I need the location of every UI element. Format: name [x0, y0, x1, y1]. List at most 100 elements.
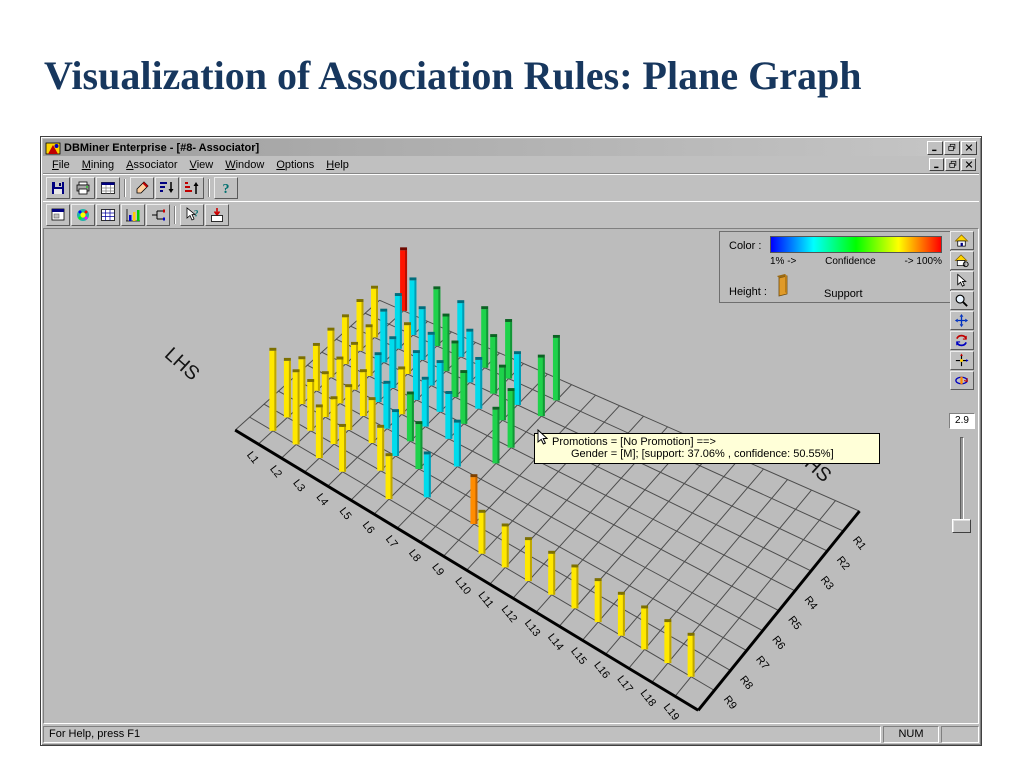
bar[interactable] — [415, 421, 423, 469]
bar[interactable] — [481, 306, 489, 368]
home-button[interactable] — [950, 231, 974, 250]
bar[interactable] — [380, 308, 388, 363]
bar[interactable] — [356, 299, 364, 351]
bar[interactable] — [492, 406, 500, 464]
bar[interactable] — [368, 397, 376, 444]
help-button[interactable]: ? — [214, 177, 238, 199]
grid-button[interactable] — [96, 204, 120, 226]
sort-desc-button[interactable] — [180, 177, 204, 199]
rotate-button[interactable] — [950, 331, 974, 350]
bar[interactable] — [339, 423, 347, 472]
bar[interactable] — [374, 352, 382, 403]
bar[interactable] — [490, 334, 498, 394]
bar[interactable] — [507, 388, 515, 448]
bar[interactable] — [392, 409, 400, 457]
print-button[interactable] — [71, 177, 95, 199]
bar[interactable] — [412, 350, 420, 400]
bar[interactable] — [423, 451, 431, 498]
bar[interactable] — [359, 369, 367, 417]
bar[interactable] — [341, 314, 349, 365]
bar[interactable] — [505, 319, 513, 379]
bar[interactable] — [403, 322, 411, 374]
bar[interactable] — [427, 331, 435, 386]
bar[interactable] — [418, 306, 426, 360]
bar[interactable] — [501, 523, 509, 568]
menu-options[interactable]: Options — [276, 158, 315, 171]
bar[interactable] — [283, 357, 291, 418]
bar[interactable] — [312, 342, 320, 391]
bar[interactable] — [460, 370, 468, 424]
bar[interactable] — [451, 340, 459, 398]
bar[interactable] — [400, 247, 408, 311]
bar[interactable] — [513, 351, 521, 405]
select-button[interactable] — [950, 271, 974, 290]
bar[interactable] — [548, 550, 556, 595]
bar[interactable] — [478, 509, 486, 554]
plot-svg[interactable]: L1L2L3L4L5L6L7L8L9L10L11L12L13L14L15L16L… — [44, 229, 978, 723]
sort-asc-button[interactable] — [155, 177, 179, 199]
branch-button[interactable] — [146, 204, 170, 226]
child-minimize-button[interactable] — [929, 158, 944, 171]
title-bar[interactable]: DBMiner Enterprise - [#8- Associator] — [43, 139, 979, 156]
save-button[interactable] — [46, 177, 70, 199]
table-button[interactable] — [96, 177, 120, 199]
window-close-button[interactable] — [961, 140, 977, 155]
bar[interactable] — [457, 300, 465, 357]
spin-button[interactable] — [950, 371, 974, 390]
bar[interactable] — [365, 324, 373, 377]
window-minimize-button[interactable] — [927, 140, 943, 155]
palette-button[interactable] — [71, 204, 95, 226]
bar[interactable] — [594, 578, 602, 623]
bar[interactable] — [398, 366, 406, 415]
bar[interactable] — [327, 327, 335, 378]
home-zoom-button[interactable] — [950, 251, 974, 270]
bar[interactable] — [470, 474, 478, 524]
menu-view[interactable]: View — [189, 158, 214, 171]
bar[interactable] — [389, 336, 397, 388]
bar[interactable] — [371, 285, 378, 338]
menu-mining[interactable]: Mining — [81, 158, 115, 171]
bar[interactable] — [664, 619, 672, 664]
bar[interactable] — [442, 313, 450, 372]
bar[interactable] — [385, 453, 393, 500]
bar[interactable] — [345, 384, 353, 431]
bar[interactable] — [383, 380, 391, 429]
bar[interactable] — [421, 376, 429, 427]
bar[interactable] — [336, 356, 344, 404]
zoom-button[interactable] — [950, 291, 974, 310]
window-restore-button[interactable] — [944, 140, 960, 155]
form-button[interactable] — [46, 204, 70, 226]
bar[interactable] — [269, 347, 277, 431]
bar[interactable] — [466, 328, 474, 383]
bar[interactable] — [617, 591, 625, 636]
chart-button[interactable] — [121, 204, 145, 226]
plot-canvas[interactable]: L1 L2 L3 L4 L5 L6 L7 L8 L9 L10 L11 L12 L13 L14 L15 L16 L… — [43, 228, 979, 724]
menu-help[interactable]: Help — [326, 158, 349, 171]
child-close-button[interactable] — [961, 158, 976, 171]
menu-window[interactable]: Window — [225, 158, 265, 171]
bar[interactable] — [552, 334, 560, 401]
bar[interactable] — [445, 391, 453, 439]
brush-button[interactable] — [130, 177, 154, 199]
bar[interactable] — [351, 341, 359, 390]
pan-button[interactable] — [950, 311, 974, 330]
bar[interactable] — [475, 356, 483, 409]
context-help-button[interactable]: ? — [180, 204, 204, 226]
bar[interactable] — [406, 391, 414, 442]
height-slider[interactable] — [949, 435, 975, 539]
bar[interactable] — [571, 564, 579, 609]
export-button[interactable] — [205, 204, 229, 226]
bar[interactable] — [687, 632, 695, 677]
menu-associator[interactable]: Associator — [126, 158, 178, 171]
bar[interactable] — [321, 371, 329, 418]
child-restore-button[interactable] — [945, 158, 960, 171]
slider-track[interactable] — [960, 437, 964, 523]
bar[interactable] — [330, 396, 338, 445]
bar[interactable] — [524, 537, 532, 582]
move-axes-button[interactable] — [950, 351, 974, 370]
bar[interactable] — [307, 379, 315, 431]
bar[interactable] — [433, 286, 441, 346]
bar[interactable] — [498, 364, 506, 421]
bar[interactable] — [641, 605, 649, 650]
bar[interactable] — [453, 419, 461, 467]
